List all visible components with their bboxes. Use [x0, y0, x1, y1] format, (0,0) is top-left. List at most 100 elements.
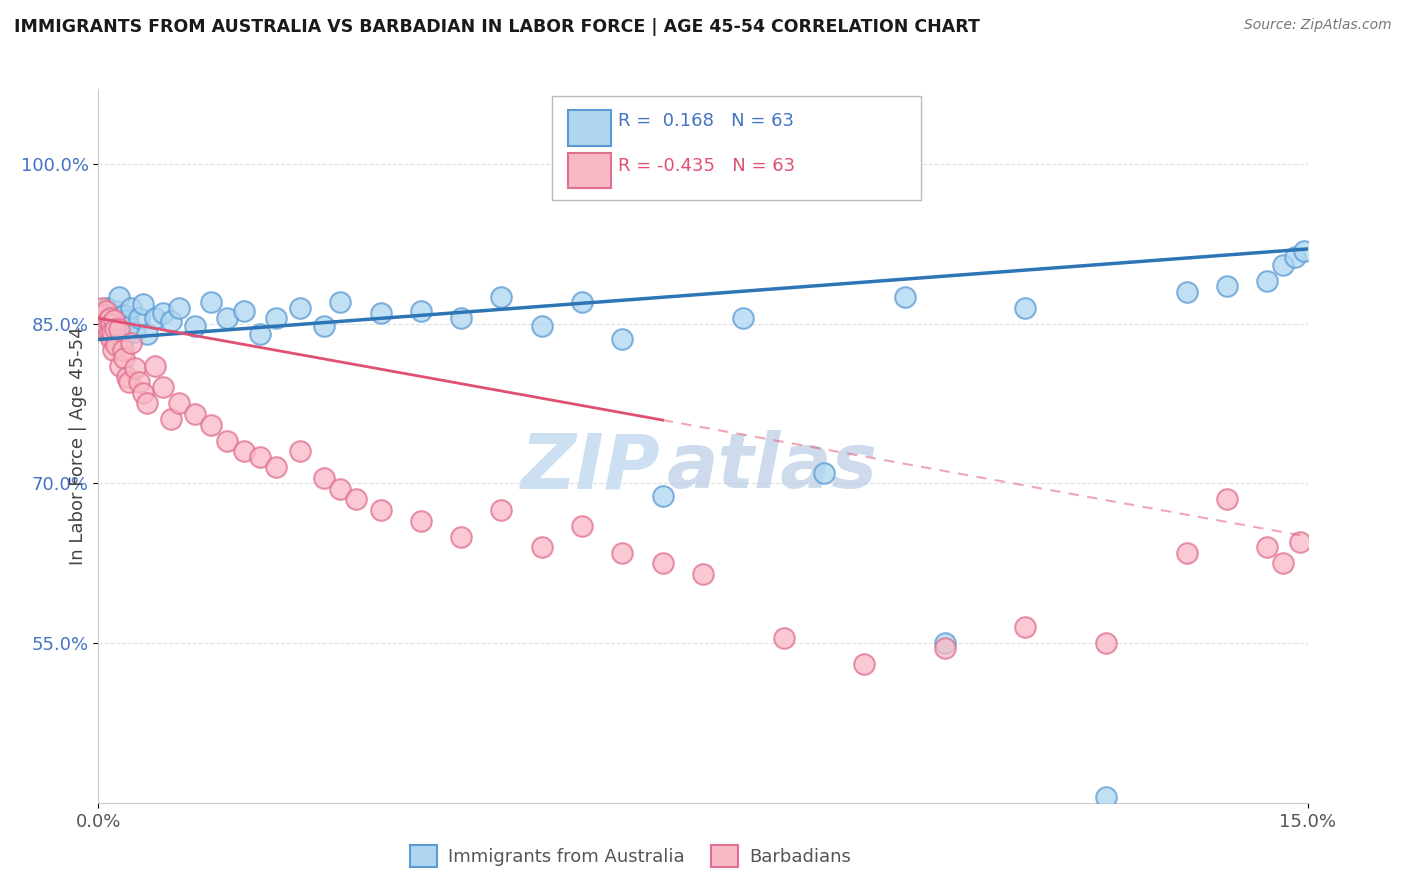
Point: [249, 450, 271, 464]
Point: [772, 631, 794, 645]
Point: [491, 503, 513, 517]
Point: [124, 325, 146, 339]
Point: [314, 471, 336, 485]
Point: [135, 396, 157, 410]
Point: [530, 540, 553, 554]
Point: [934, 641, 956, 656]
Point: [120, 335, 142, 350]
Point: [160, 314, 183, 328]
Point: [200, 417, 222, 432]
Point: [94, 322, 117, 336]
Point: [612, 545, 634, 559]
Point: [1256, 540, 1278, 554]
Text: R = -0.435   N = 63: R = -0.435 N = 63: [619, 157, 796, 175]
Point: [108, 359, 131, 373]
Point: [1014, 620, 1036, 634]
Text: atlas: atlas: [666, 431, 877, 504]
Point: [1095, 790, 1118, 805]
Point: [370, 503, 392, 517]
Point: [184, 318, 207, 333]
Point: [91, 301, 114, 315]
Point: [100, 317, 122, 331]
Point: [1014, 301, 1036, 315]
Point: [409, 303, 432, 318]
Point: [450, 311, 472, 326]
Text: Source: ZipAtlas.com: Source: ZipAtlas.com: [1244, 18, 1392, 32]
Point: [111, 333, 134, 347]
Point: [450, 529, 472, 543]
Point: [612, 333, 634, 347]
Point: [314, 318, 336, 333]
Point: [98, 317, 121, 331]
Point: [107, 290, 129, 304]
Point: [108, 322, 131, 336]
Point: [96, 318, 118, 333]
Point: [135, 327, 157, 342]
Point: [329, 482, 352, 496]
Point: [112, 308, 135, 322]
Point: [409, 514, 432, 528]
Point: [167, 301, 190, 315]
Point: [217, 311, 239, 326]
Point: [651, 489, 673, 503]
Point: [651, 556, 673, 570]
Point: [124, 361, 146, 376]
Point: [105, 303, 128, 318]
Point: [1175, 285, 1198, 299]
Point: [264, 311, 287, 326]
Point: [288, 444, 311, 458]
Point: [1272, 556, 1295, 570]
Point: [934, 636, 956, 650]
Point: [288, 301, 311, 315]
Point: [1284, 251, 1306, 265]
Point: [118, 318, 141, 333]
Point: [893, 290, 915, 304]
Point: [94, 317, 117, 331]
Point: [152, 306, 174, 320]
Y-axis label: In Labor Force | Age 45-54: In Labor Force | Age 45-54: [69, 326, 87, 566]
Point: [571, 519, 593, 533]
Point: [264, 460, 287, 475]
Point: [103, 313, 125, 327]
Point: [101, 343, 124, 358]
Point: [143, 359, 166, 373]
Point: [91, 314, 114, 328]
Point: [115, 369, 138, 384]
Point: [1288, 534, 1310, 549]
Text: IMMIGRANTS FROM AUSTRALIA VS BARBADIAN IN LABOR FORCE | AGE 45-54 CORRELATION CH: IMMIGRANTS FROM AUSTRALIA VS BARBADIAN I…: [14, 18, 980, 36]
Point: [128, 311, 150, 326]
FancyBboxPatch shape: [568, 110, 612, 145]
Point: [94, 303, 117, 318]
Point: [97, 313, 120, 327]
Point: [1256, 274, 1278, 288]
Point: [103, 322, 125, 336]
FancyBboxPatch shape: [568, 153, 612, 188]
Point: [111, 343, 134, 358]
Text: ZIP: ZIP: [522, 431, 661, 504]
Point: [90, 311, 112, 326]
Point: [115, 313, 138, 327]
Point: [101, 306, 124, 320]
Point: [96, 311, 118, 326]
Point: [94, 318, 117, 333]
Point: [1292, 244, 1315, 258]
Point: [105, 338, 128, 352]
Point: [93, 308, 115, 322]
Point: [93, 308, 115, 322]
Point: [97, 313, 120, 327]
Point: [89, 311, 111, 326]
Point: [118, 375, 141, 389]
Point: [120, 301, 142, 315]
Point: [232, 303, 254, 318]
Point: [1216, 492, 1239, 507]
Point: [152, 380, 174, 394]
Point: [107, 322, 129, 336]
Point: [217, 434, 239, 448]
Point: [1272, 258, 1295, 272]
Point: [100, 310, 122, 325]
Point: [167, 396, 190, 410]
Point: [733, 311, 755, 326]
Point: [91, 306, 114, 320]
Point: [103, 311, 125, 326]
Point: [97, 327, 120, 342]
